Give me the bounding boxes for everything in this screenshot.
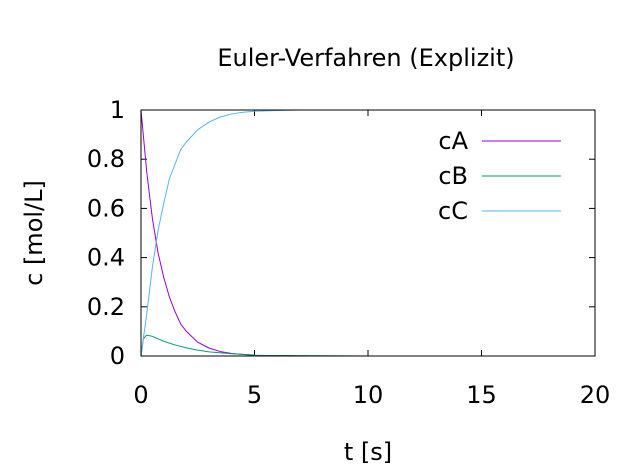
- x-axis-label: t [s]: [344, 438, 392, 466]
- y-tick-label: 1: [110, 96, 125, 124]
- y-tick-label: 0.8: [87, 145, 125, 173]
- plot-frame: [140, 109, 596, 357]
- legend-label-cA: cA: [438, 127, 468, 155]
- series-line-cA: [140, 109, 595, 357]
- legend-label-cC: cC: [438, 197, 468, 225]
- x-tick-label: 0: [133, 381, 148, 409]
- legend-label-cB: cB: [438, 162, 468, 190]
- y-axis-label: c [mol/L]: [20, 180, 48, 286]
- legend: cA cB cC: [438, 127, 561, 225]
- y-tick-label: 0.2: [87, 293, 125, 321]
- x-tick-label: 10: [353, 381, 384, 409]
- y-tick-label: 0.4: [87, 244, 125, 272]
- x-tick-label: 15: [466, 381, 497, 409]
- axes: 00.20.40.60.810 5 10 15 20: [87, 96, 610, 409]
- y-tick-label: 0.6: [87, 194, 125, 222]
- chart-title: Euler-Verfahren (Explizit): [217, 44, 514, 72]
- series-layer: [140, 109, 595, 357]
- series-line-cC: [140, 109, 595, 357]
- x-tick-label: 5: [247, 381, 262, 409]
- x-tick-label: 20: [580, 381, 611, 409]
- y-tick-label: 0: [110, 342, 125, 370]
